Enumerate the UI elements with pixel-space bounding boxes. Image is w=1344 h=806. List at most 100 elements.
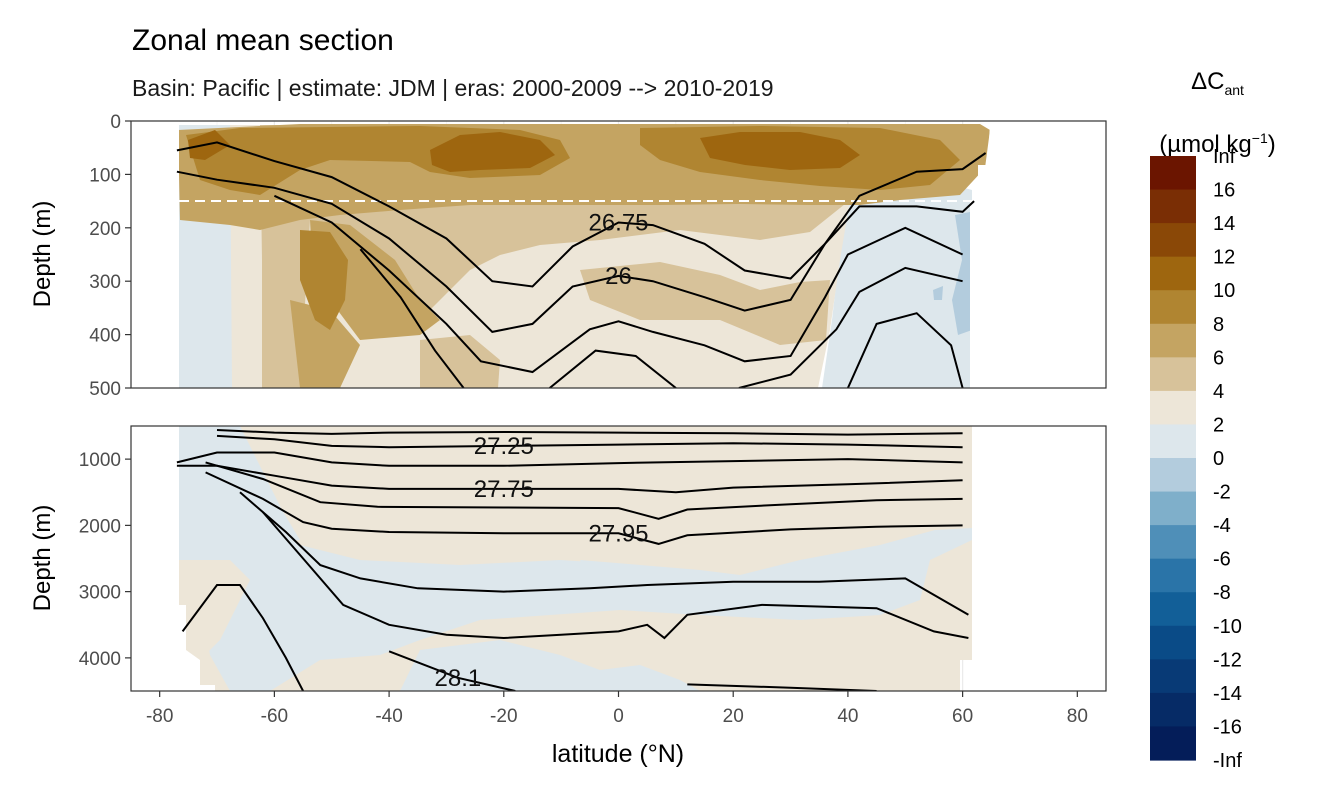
- chart-subtitle: Basin: Pacific | estimate: JDM | eras: 2…: [132, 75, 774, 101]
- x-tick-label: 40: [837, 706, 858, 727]
- legend-swatch: [1150, 558, 1196, 593]
- upper-region-4: [580, 262, 830, 345]
- legend-label: -12: [1213, 649, 1242, 671]
- isopycnal-contour: [388, 650, 516, 691]
- upper-panel-frame: [130, 120, 1107, 389]
- isopycnal-contour: [738, 266, 963, 388]
- upper-region-6: [290, 300, 360, 388]
- x-tick-label: -20: [490, 706, 517, 727]
- lower-field: [131, 426, 1106, 691]
- contour-label: 26: [605, 263, 632, 290]
- legend-swatch: [1150, 424, 1196, 459]
- y-tick-label: 200: [89, 219, 121, 240]
- isopycnal-contour: [176, 451, 963, 467]
- upper-region-10: [700, 132, 860, 170]
- legend-label: 10: [1213, 280, 1235, 302]
- legend-label: -8: [1213, 582, 1231, 604]
- legend-unit-main: (µmol kg: [1159, 130, 1252, 158]
- legend-label: -Inf: [1213, 750, 1242, 772]
- upper-region-blank: [970, 121, 1106, 388]
- upper-region-blank: [131, 121, 179, 388]
- legend-label: 12: [1213, 247, 1235, 269]
- isopycnal-contour: [205, 471, 963, 545]
- y-tick-label: 3000: [79, 583, 121, 604]
- legend-title: ΔCant (µmol kg−1): [1150, 58, 1285, 169]
- x-tick-label: -40: [375, 706, 402, 727]
- y-tick-label: 0: [110, 112, 121, 133]
- legend-swatch: [1150, 525, 1196, 560]
- legend-label: 6: [1213, 347, 1224, 369]
- upper-panel: 26.75 26 0 100 200 300 400 500 Depth (m): [29, 112, 1107, 400]
- x-axis: -80 -60 -40 -20 0 20 40 60 80: [146, 691, 1088, 727]
- upper-region-4: [420, 335, 500, 388]
- legend-label: 14: [1213, 213, 1235, 235]
- legend-swatch: [1150, 659, 1196, 694]
- x-tick-label: 0: [613, 706, 624, 727]
- legend-label: -16: [1213, 716, 1242, 738]
- upper-contours: [176, 141, 987, 388]
- lower-region-0: [179, 426, 300, 590]
- lower-region-blank: [972, 426, 1106, 691]
- contour-label: 28.1: [435, 665, 482, 692]
- contour-label: 27.25: [474, 433, 534, 460]
- lower-y-axis-label: Depth (m): [29, 505, 56, 612]
- y-tick-label: 2000: [79, 516, 121, 537]
- isopycnal-contour: [176, 170, 975, 333]
- isopycnal-contour: [273, 194, 964, 374]
- x-tick-label: -60: [261, 706, 288, 727]
- legend-label: -2: [1213, 482, 1231, 504]
- x-tick-label: 60: [952, 706, 973, 727]
- legend-unit-sup: −1: [1251, 129, 1268, 146]
- lower-region-0: [580, 560, 650, 590]
- chart-title: Zonal mean section: [132, 24, 394, 57]
- lower-y-axis: 1000 2000 3000 4000: [79, 450, 131, 670]
- isopycnal-contour: [549, 349, 677, 388]
- legend-swatch: [1150, 256, 1196, 291]
- legend-label: 16: [1213, 180, 1235, 202]
- y-tick-label: 4000: [79, 649, 121, 670]
- contour-label: 26.75: [588, 209, 648, 236]
- isopycnal-contour: [176, 464, 963, 494]
- upper-contour-labels: 26.75 26: [588, 209, 648, 289]
- lower-contours: [176, 429, 969, 691]
- isopycnal-contour: [262, 511, 969, 640]
- upper-region-0: [822, 180, 972, 388]
- legend-unit-end: ): [1267, 130, 1276, 158]
- upper-y-axis: 0 100 200 300 400 500: [89, 112, 131, 400]
- y-tick-label: 300: [89, 272, 121, 293]
- legend-swatch: [1150, 390, 1196, 426]
- color-legend: Inf 16 14 12 10 8 6 4 2 0 -2 -4 -6 -8 -10 -12 -14 -16 -Inf: [1150, 146, 1242, 772]
- upper-field: [131, 121, 1106, 388]
- legend-swatch: [1150, 357, 1196, 392]
- legend-swatch: [1150, 692, 1196, 728]
- isopycnal-contour: [216, 434, 963, 449]
- isopycnal-contour: [239, 491, 969, 616]
- upper-region-10: [430, 132, 555, 172]
- legend-label: Inf: [1213, 146, 1236, 168]
- y-tick-label: 500: [89, 379, 121, 400]
- lower-region-blank: [179, 605, 215, 691]
- isopycnal-contour: [181, 584, 304, 691]
- upper-region-neg2: [952, 212, 972, 335]
- legend-title-unit: (µmol kg−1): [1150, 114, 1285, 169]
- lower-region-0: [400, 640, 700, 691]
- legend-title-quantity: ΔCant: [1150, 58, 1285, 114]
- legend-label: -10: [1213, 616, 1242, 638]
- legend-label: 0: [1213, 448, 1224, 470]
- x-tick-label: 20: [723, 706, 744, 727]
- legend-swatch: [1150, 726, 1196, 761]
- upper-region-6: [310, 220, 440, 340]
- x-tick-label: 80: [1067, 706, 1088, 727]
- isopycnal-contour: [176, 141, 987, 288]
- y-tick-label: 400: [89, 326, 121, 347]
- legend-swatch: [1150, 189, 1196, 224]
- legend-label: 8: [1213, 314, 1224, 336]
- legend-swatch: [1150, 223, 1196, 258]
- legend-swatch: [1150, 156, 1196, 191]
- isopycnal-contour: [846, 312, 964, 388]
- legend-swatch: [1150, 290, 1196, 325]
- legend-swatch: [1150, 491, 1196, 526]
- legend-swatch: [1150, 323, 1196, 358]
- isopycnal-contour: [687, 683, 877, 691]
